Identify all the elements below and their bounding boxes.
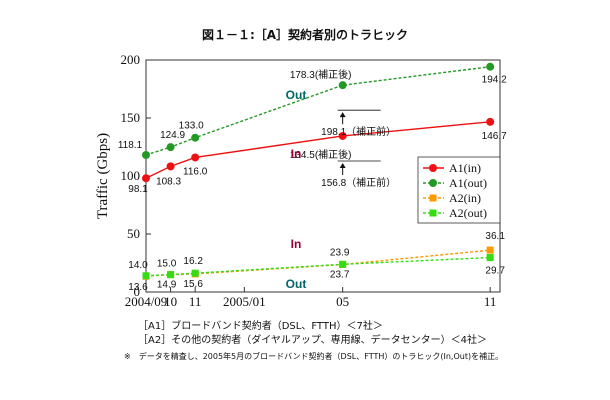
data-point [167,271,175,279]
legend-marker [429,164,437,172]
legend-marker [429,194,437,202]
x-tick-label: 11 [484,294,497,309]
legend-label: A2(in) [449,191,481,205]
legend-marker [429,179,437,187]
data-point [191,269,199,277]
data-label: 116.0 [183,166,208,177]
data-label: 23.7 [330,270,350,281]
group-label-in-lower: In [291,237,302,251]
data-label: 118.1 [118,140,143,151]
data-label: 23.9 [330,247,350,258]
data-label: 13.6 [128,282,148,293]
data-label: 133.0 [179,121,204,132]
x-tick-label: 10 [164,294,177,309]
data-label: 36.1 [485,231,505,242]
data-point [142,151,150,160]
group-label-out-lower: Out [286,277,307,291]
data-label: 134.5(補正後) [290,148,352,161]
data-label: 146.7 [482,131,507,142]
legend-marker [429,209,437,217]
y-axis-label: Traffic (Gbps) [95,133,111,219]
data-label: 194.2 [482,75,507,86]
legend-label: A1(in) [449,161,481,175]
data-label: 14.9 [157,280,177,291]
x-tick-label: 05 [336,294,349,309]
data-point [486,246,494,254]
data-point [486,62,495,71]
group-label-in-upper: In [291,147,302,161]
data-label: 15.6 [183,279,203,290]
y-tick-label: 0 [134,284,141,299]
data-point [486,117,495,126]
y-tick-label: 150 [121,110,141,125]
y-tick-label: 100 [121,168,141,183]
data-label: 124.9 [160,130,185,141]
x-tick-label: 11 [189,294,202,309]
data-label: 15.0 [157,259,177,270]
data-label: 178.3(補正後) [290,68,352,81]
x-tick-label: 2004/09 [125,294,168,309]
annotation-pre-correction: 156.8（補正前） [321,176,396,189]
chart-title: 図１－１:［A］契約者別のトラヒック [201,28,409,42]
data-label: 14.0 [128,260,148,271]
y-tick-label: 200 [121,52,141,67]
data-point [486,254,494,262]
annotation-arrowhead [339,112,346,118]
series-line-A2-out [145,256,491,277]
group-label-out-upper: Out [286,88,307,102]
legend-label: A1(out) [449,176,487,190]
legend-label: A2(out) [449,206,487,220]
footnote: ※ データを精査し、2005年5月のブロードバンド契約者（DSL、FTTH）のト… [124,352,504,361]
data-point [191,133,200,142]
data-point [191,153,200,162]
data-point [338,81,347,90]
chart-notes: ［A1］ブロードバンド契約者（DSL、FTTH）＜7社＞ ［A2］その他の契約者… [124,320,503,364]
data-label: 98.1 [128,184,148,195]
x-tick-label: 2005/01 [223,294,266,309]
data-point [166,143,175,152]
annotation-arrowhead [339,162,346,168]
data-label: 16.2 [183,256,203,267]
y-tick-label: 50 [127,226,140,241]
data-label: 108.3 [156,176,181,187]
data-point [142,272,150,280]
annotation-pre-correction: 198.1（補正前） [321,125,396,138]
data-point [338,131,347,140]
note-a1: ［A1］ブロードバンド契約者（DSL、FTTH）＜7社＞ [138,321,383,332]
data-point [166,162,175,171]
note-a2: ［A2］その他の契約者（ダイヤルアップ、専用線、データセンター）＜4社＞ [138,335,487,346]
data-point [339,260,347,268]
data-label: 29.7 [485,266,505,277]
data-point [142,174,150,183]
